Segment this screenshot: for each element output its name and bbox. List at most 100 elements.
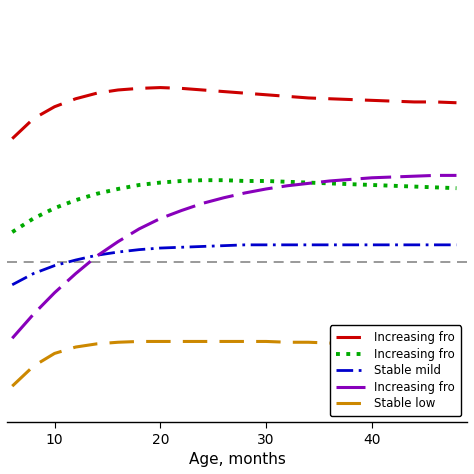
Stable low [432,341,438,346]
Stable low [157,338,163,344]
Stable mild [115,249,121,255]
Stable low [263,338,269,344]
Increasing fro [263,92,269,98]
Increasing fro [327,96,332,101]
Stable mild [432,242,438,248]
Stable low [348,340,354,346]
Increasing fro [73,271,79,276]
Increasing fro [432,99,438,105]
Increasing fro [390,183,396,189]
Stable low [9,383,15,389]
Stable low [30,364,36,369]
Stable mild [390,242,396,248]
Increasing fro [369,182,375,188]
Increasing fro [9,336,15,341]
Increasing fro [94,191,100,197]
Increasing fro [221,89,227,94]
Increasing fro [52,205,57,211]
Stable mild [157,245,163,251]
Increasing fro [411,99,417,105]
Line: Stable low: Stable low [12,341,456,386]
Stable low [454,342,459,347]
Increasing fro [73,197,79,203]
Increasing fro [9,229,15,235]
Increasing fro [242,178,248,184]
Increasing fro [454,173,459,178]
Stable mild [369,242,375,248]
Increasing fro [432,173,438,178]
Increasing fro [369,98,375,103]
Line: Increasing fro: Increasing fro [12,175,456,338]
Increasing fro [411,173,417,179]
Stable low [221,338,227,344]
Stable mild [179,245,184,250]
Stable mild [348,242,354,248]
Legend: Increasing fro, Increasing fro, Stable mild, Increasing fro, Stable low: Increasing fro, Increasing fro, Stable m… [329,325,461,416]
Increasing fro [348,182,354,187]
Increasing fro [94,253,100,259]
Increasing fro [30,311,36,317]
Increasing fro [390,98,396,104]
Stable mild [454,242,459,248]
Increasing fro [432,184,438,190]
Stable low [94,341,100,346]
Increasing fro [454,100,459,106]
Increasing fro [30,216,36,221]
Increasing fro [221,177,227,183]
Increasing fro [200,177,205,183]
Increasing fro [454,185,459,191]
Increasing fro [30,116,36,121]
Increasing fro [200,87,205,93]
Stable low [179,338,184,344]
Increasing fro [348,176,354,182]
Stable mild [52,263,57,268]
Stable mild [9,282,15,288]
X-axis label: Age, months: Age, months [189,452,285,467]
Line: Stable mild: Stable mild [12,245,456,285]
Stable mild [306,242,311,248]
Increasing fro [9,136,15,142]
Increasing fro [242,190,248,196]
Increasing fro [200,201,205,206]
Increasing fro [179,85,184,91]
Increasing fro [52,290,57,296]
Increasing fro [137,226,142,232]
Stable low [115,339,121,345]
Increasing fro [115,186,121,192]
Increasing fro [221,195,227,201]
Increasing fro [157,216,163,221]
Stable mild [200,244,205,249]
Stable mild [94,252,100,258]
Stable mild [327,242,332,248]
Stable mild [221,243,227,248]
Line: Increasing fro: Increasing fro [12,88,456,139]
Increasing fro [179,178,184,184]
Increasing fro [390,174,396,180]
Increasing fro [284,93,290,99]
Increasing fro [263,178,269,184]
Stable mild [73,257,79,263]
Increasing fro [306,181,311,186]
Increasing fro [179,208,184,213]
Increasing fro [411,184,417,190]
Increasing fro [306,180,311,185]
Increasing fro [137,182,142,188]
Increasing fro [306,95,311,101]
Stable low [284,339,290,345]
Increasing fro [327,178,332,184]
Stable low [327,340,332,346]
Increasing fro [263,186,269,192]
Increasing fro [284,179,290,185]
Increasing fro [369,175,375,181]
Increasing fro [137,85,142,91]
Increasing fro [157,85,163,91]
Stable mild [411,242,417,248]
Stable low [306,339,311,345]
Increasing fro [157,180,163,185]
Stable low [242,338,248,344]
Stable low [200,338,205,344]
Increasing fro [242,91,248,96]
Stable low [73,344,79,350]
Stable mild [242,242,248,248]
Increasing fro [327,181,332,186]
